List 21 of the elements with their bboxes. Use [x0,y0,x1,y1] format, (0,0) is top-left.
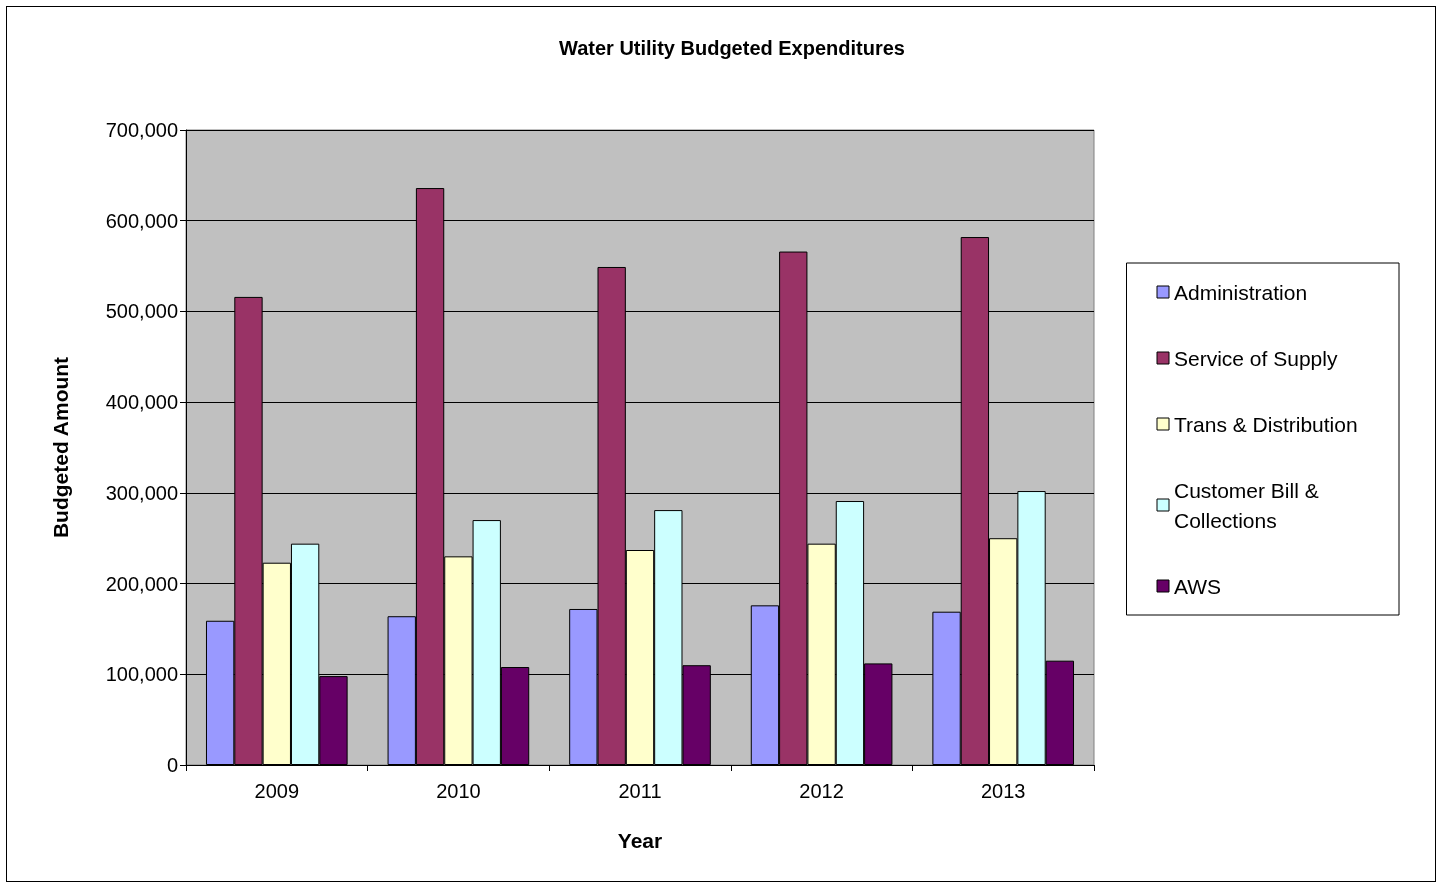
legend-label: Service of Supply [1174,346,1338,370]
y-tick-label: 0 [166,754,178,776]
y-tick-label: 300,000 [105,481,178,504]
x-tick-label: 2009 [254,780,300,802]
x-tick-label: 2010 [436,780,481,802]
legend-label: Customer Bill & Collections [1174,478,1325,532]
x-tick-label: 2013 [980,780,1026,802]
y-tick-label: 600,000 [105,209,178,232]
y-tick-label: 200,000 [105,572,178,595]
y-tick-label: 400,000 [105,391,178,414]
chart-title: Water Utility Budgeted Expenditures [559,37,905,59]
y-tick-label: 100,000 [105,663,178,686]
legend-label: AWS [1174,574,1222,598]
x-tick-label: 2011 [618,780,662,802]
y-axis-title: Budgeted Amount [49,356,72,539]
y-tick-label: 500,000 [105,300,178,323]
legend-label: Administration [1174,280,1308,304]
y-tick-label: 700,000 [105,119,178,141]
x-tick-label: 2012 [799,780,844,802]
legend-label: Trans & Distribution [1174,412,1358,436]
x-axis-title: Year [617,829,663,852]
